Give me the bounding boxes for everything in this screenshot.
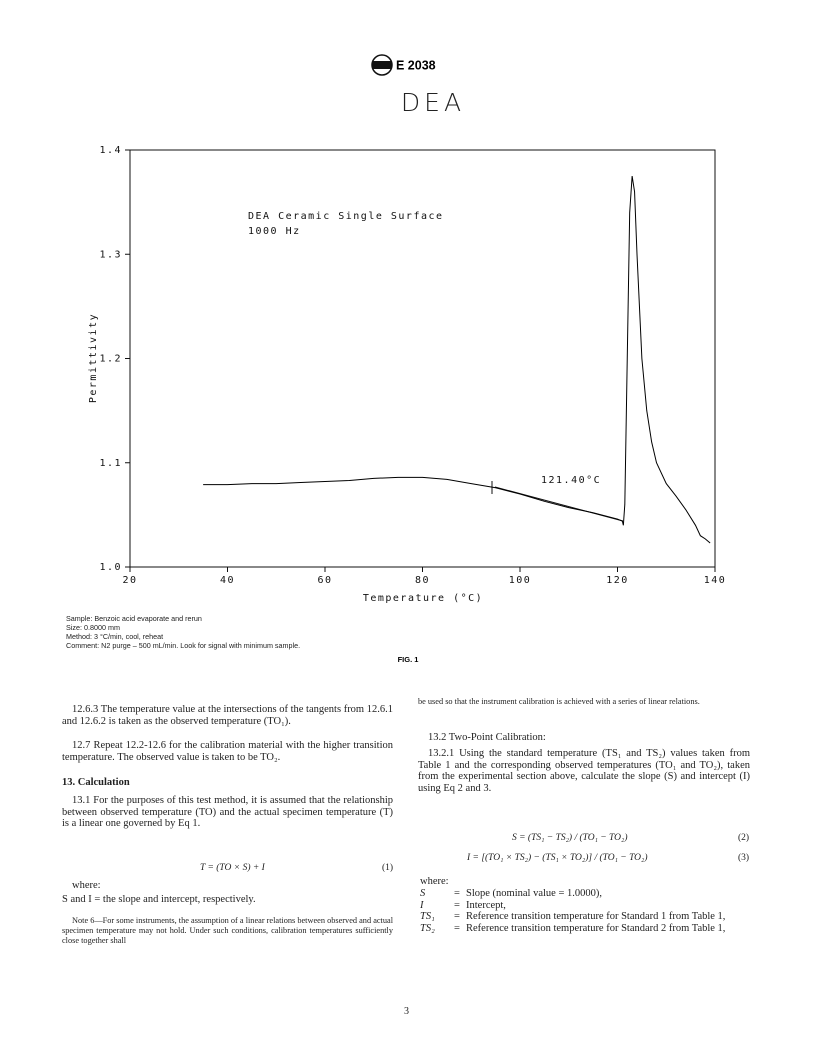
page-number: 3 <box>404 1006 409 1017</box>
symbol: TS₁ <box>420 911 435 922</box>
symbol: S <box>420 888 426 899</box>
figure-caption: FIG. 1 <box>398 655 419 664</box>
x-axis-label: Temperature (°C) <box>363 593 483 604</box>
equation: I = [(TO₁ × TS₂) − (TS₁ × TO₂)] / (TO₁ −… <box>467 853 648 863</box>
x-tick-label: 20 <box>122 575 137 586</box>
section-heading: 13. Calculation <box>62 777 130 788</box>
y-tick-label: 1.0 <box>99 562 122 573</box>
equals: = <box>454 922 460 934</box>
paragraph: 13.1 For the purposes of this test metho… <box>62 795 393 830</box>
paragraph: 12.7 Repeat 12.2-12.6 for the calibratio… <box>62 740 393 763</box>
figure-note: Method: 3 °C/min, cool, reheat <box>66 632 163 641</box>
x-tick-label: 40 <box>220 575 235 586</box>
chart-title: DEA <box>401 88 465 117</box>
astm-logo <box>371 54 393 76</box>
x-tick-label: 100 <box>509 575 532 586</box>
definition: S and I = the slope and intercept, respe… <box>62 894 256 905</box>
definition-list: S = Slope (nominal value = 1.0000), I = Inte… <box>420 888 750 934</box>
y-tick-label: 1.4 <box>99 145 122 156</box>
definition-text: Reference transition temperature for Sta… <box>466 911 726 922</box>
annotation: DEA Ceramic Single Surface <box>248 211 444 222</box>
equation: S = (TS₁ − TS₂) / (TO₁ − TO₂) <box>512 833 628 843</box>
equals: = <box>454 888 460 899</box>
figure-note: Comment: N2 purge – 500 mL/min. Look for… <box>66 641 300 650</box>
where: where: <box>420 876 449 887</box>
symbol: I <box>420 899 424 911</box>
note: Note 6—For some instruments, the assumpt… <box>62 916 393 945</box>
note: be used so that the instrument calibrati… <box>418 697 700 706</box>
definition-text: Reference transition temperature for Sta… <box>466 922 726 934</box>
y-tick-label: 1.2 <box>99 354 122 365</box>
figure: E 2038 DEA DEA Ceramic Single Surface 10… <box>66 54 727 664</box>
equation-number: (3) <box>738 853 750 863</box>
paragraph: 13.2.1 Using the standard temperature (T… <box>418 748 750 795</box>
y-axis-label: Permittivity <box>88 313 99 403</box>
designation: E 2038 <box>396 58 436 72</box>
x-tick-label: 80 <box>415 575 430 586</box>
symbol: TS₂ <box>420 922 435 934</box>
figure-note: Sample: Benzoic acid evaporate and rerun <box>66 614 202 623</box>
x-tick-label: 60 <box>317 575 332 586</box>
annotation: 1000 Hz <box>248 226 301 237</box>
annotation: 121.40°C <box>541 475 601 486</box>
y-tick-label: 1.1 <box>99 458 122 469</box>
definition-text: Slope (nominal value = 1.0000), <box>466 888 602 899</box>
figure-note: Size: 0.8000 mm <box>66 623 120 632</box>
where: where: <box>72 880 101 891</box>
equals: = <box>454 911 460 922</box>
definition-text: Intercept, <box>466 899 506 911</box>
x-tick-label: 140 <box>704 575 727 586</box>
x-tick-label: 120 <box>606 575 629 586</box>
subsection-heading: 13.2 Two-Point Calibration: <box>428 732 546 743</box>
equals: = <box>454 899 460 911</box>
equation-number: (2) <box>738 833 750 843</box>
equation-number: (1) <box>382 863 394 873</box>
equation: T = (TO × S) + I <box>200 863 265 873</box>
data-line <box>203 175 711 544</box>
y-tick-label: 1.3 <box>99 249 122 260</box>
paragraph: 12.6.3 The temperature value at the inte… <box>62 704 393 727</box>
